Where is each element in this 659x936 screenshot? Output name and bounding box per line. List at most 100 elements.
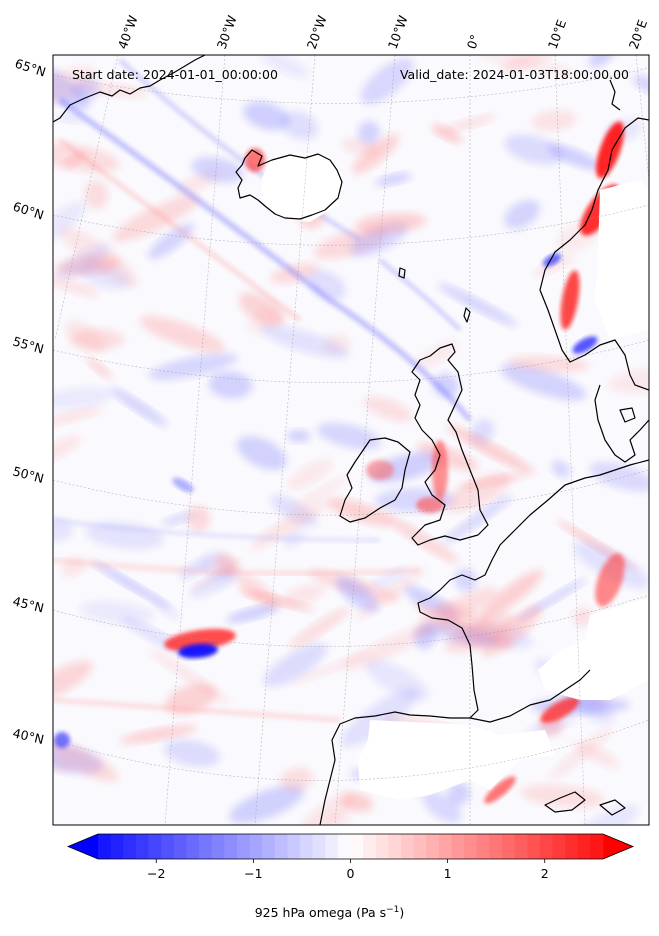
colorbar-level <box>98 834 112 859</box>
colorbar-level <box>211 834 225 859</box>
omega-feature <box>178 643 218 659</box>
omega-blob <box>360 58 414 104</box>
colorbar-level <box>249 834 263 859</box>
iberia-coast <box>469 669 591 723</box>
omega-blob <box>226 604 279 623</box>
colorbar-level <box>325 834 339 859</box>
colorbar-level <box>363 834 377 859</box>
colorbar-tick-label: 2 <box>541 866 549 881</box>
colorbar-level <box>514 834 528 859</box>
colorbar-level <box>413 834 427 859</box>
omega-blob <box>415 340 458 369</box>
omega-blob <box>633 74 649 93</box>
omega-blob <box>431 124 463 143</box>
omega-blob <box>576 804 639 825</box>
colorbar-level <box>300 834 314 859</box>
omega-blob <box>84 180 108 209</box>
colorbar-level <box>552 834 566 859</box>
omega-blob <box>187 505 211 532</box>
omega-blob <box>457 473 527 490</box>
omega-blob <box>437 283 517 326</box>
colorbar-level <box>161 834 175 859</box>
lat-label-45n: 45°N <box>11 593 45 615</box>
colorbar-level <box>375 834 389 859</box>
colorbar-level <box>426 834 440 859</box>
colorbar-level <box>148 834 162 859</box>
omega-blob <box>53 201 86 248</box>
omega-blob <box>191 156 244 183</box>
lon-label-10e: 10°E <box>545 18 569 51</box>
omega-blob <box>280 767 313 792</box>
omega-blob <box>336 576 379 612</box>
longitude-labels: 40°W 30°W 20°W 10°W 0° 10°E 20°E <box>115 13 650 51</box>
omega-blob <box>547 144 601 170</box>
omega-feature <box>595 553 625 607</box>
omega-blob <box>447 781 470 805</box>
colorbar-level <box>337 834 351 859</box>
latitude-labels: 65°N 60°N 55°N 50°N 45°N 40°N <box>11 56 48 747</box>
colorbar-level <box>401 834 415 859</box>
colorbar-level <box>438 834 452 859</box>
omega-feature <box>172 477 194 493</box>
omega-blob <box>139 316 225 353</box>
omega-feature <box>484 776 516 804</box>
omega-blob <box>417 442 479 471</box>
omega-feature <box>540 697 580 723</box>
omega-blob <box>500 364 587 401</box>
colorbar-level <box>274 834 288 859</box>
lon-label-40w: 40°W <box>115 13 141 51</box>
colorbar-tick-label: 0 <box>347 866 355 881</box>
omega-blob <box>340 688 419 747</box>
omega-blob <box>91 561 171 609</box>
scandinavia-coast <box>539 117 649 391</box>
omega-blob <box>119 725 198 744</box>
colorbar-level <box>451 834 465 859</box>
colorbar-tick-label: 1 <box>444 866 452 881</box>
greenland-coast <box>53 55 206 123</box>
omega-streak <box>58 97 473 422</box>
omega-blob <box>243 101 290 131</box>
omega-blob <box>357 120 380 145</box>
omega-blob <box>442 495 512 545</box>
colorbar-extend-low <box>68 834 98 859</box>
omega-blob <box>548 727 613 781</box>
omega-blob <box>86 357 113 380</box>
omega-feature <box>164 628 236 652</box>
europe-coast <box>319 459 649 825</box>
omega-feature <box>542 253 562 267</box>
omega-blob <box>53 66 96 106</box>
omega-blob <box>341 627 429 671</box>
omega-blob <box>261 55 309 78</box>
omega-streak <box>53 557 421 577</box>
colorbar-level <box>287 834 301 859</box>
coastlines <box>53 55 649 825</box>
colorbar-level <box>565 834 579 859</box>
ireland-coast <box>339 437 411 523</box>
start-date-label: Start date: 2024-01-01_00:00:00 <box>72 67 278 82</box>
omega-streak <box>53 697 341 723</box>
colorbar-level <box>464 834 478 859</box>
omega-blob <box>148 353 238 381</box>
omega-blob <box>375 172 412 186</box>
colorbar-ticks: −2 −1 0 1 2 <box>147 859 549 881</box>
omega-blob <box>53 387 113 410</box>
omega-blob <box>80 601 155 625</box>
omega-blob <box>53 518 74 542</box>
omega-blob <box>317 422 382 450</box>
omega-blob <box>551 460 571 478</box>
colorbar-level <box>173 834 187 859</box>
colorbar-levels <box>98 834 604 859</box>
colorbar-level <box>123 834 137 859</box>
omega-blob <box>291 651 372 685</box>
omega-blob <box>444 114 496 132</box>
omega-streak <box>53 518 381 542</box>
colorbar-extend-high <box>603 834 633 859</box>
omega-blob <box>229 785 304 824</box>
omega-blob <box>152 598 180 620</box>
omega-blob <box>504 199 540 229</box>
colorbar-level <box>388 834 402 859</box>
colorbar-outline <box>66 833 635 860</box>
omega-blob <box>236 573 280 610</box>
omega-feature <box>560 270 580 330</box>
